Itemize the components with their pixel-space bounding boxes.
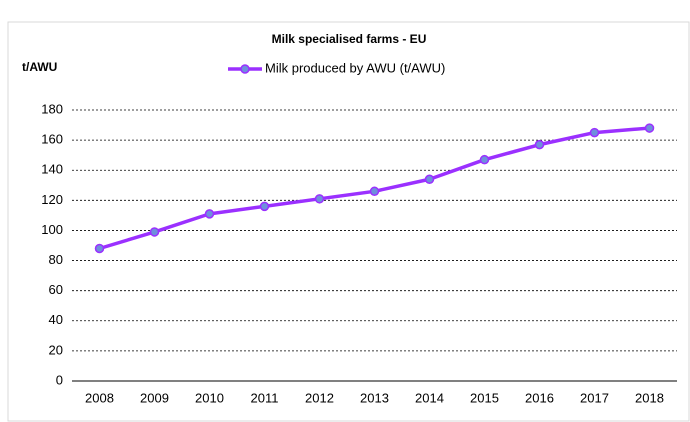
y-tick-label: 120 [41,192,63,207]
x-tick-label: 2011 [251,390,279,405]
y-tick-label: 160 [41,132,63,147]
y-tick-label: 20 [49,342,63,357]
y-tick-label: 0 [56,372,63,387]
y-axis-label: t/AWU [22,60,57,74]
y-tick-label: 40 [49,312,63,327]
data-point [369,186,380,197]
data-point [314,194,325,204]
data-point [94,243,105,254]
data-point [424,174,435,185]
data-point [589,127,600,138]
x-tick-label: 2017 [580,390,609,405]
data-point [204,209,215,219]
chart-title: Milk specialised farms - EU [272,32,427,46]
x-tick-label: 2009 [140,390,169,405]
x-tick-label: 2015 [470,390,499,405]
x-tick-label: 2008 [85,390,114,405]
data-point [149,227,160,237]
x-tick-label: 2018 [635,390,664,405]
data-point [644,123,655,133]
y-tick-label: 180 [41,101,63,116]
x-tick-label: 2013 [360,390,389,405]
y-tick-label: 100 [41,222,63,237]
data-point [479,154,490,165]
chart-frame [7,21,690,422]
y-tick-label: 80 [49,252,63,267]
x-tick-label: 2012 [305,390,334,405]
x-tick-label: 2010 [195,390,224,405]
data-point [534,139,545,150]
legend-marker [240,64,250,74]
legend-label: Milk produced by AWU (t/AWU) [265,60,445,75]
y-tick-label: 140 [41,162,63,177]
data-point [259,201,270,212]
x-tick-label: 2016 [525,390,554,405]
x-tick-label: 2014 [415,390,444,405]
y-tick-label: 60 [49,282,63,297]
